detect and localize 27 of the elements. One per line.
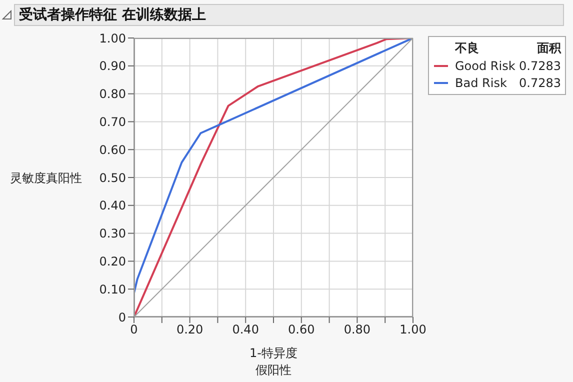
x-tick-label: 0.80 [344,322,371,337]
text: 假阳性 [254,362,292,379]
x-tick-label: 0 [130,322,138,337]
text: 0.7283 [519,76,561,90]
x-tick-label: 0.60 [288,322,315,337]
x-tick-label: 0.20 [176,322,204,337]
y-tick-label: 0.90 [99,59,126,74]
chart-title: 受试者操作特征 在训练数据上 [19,6,206,24]
x-axis-title: 1-特异度 [248,345,298,362]
y-tick-label: 0.70 [99,114,126,129]
y-axis-title: 灵敏度真阳性 [10,170,82,186]
x-tick-label: 0.40 [232,322,259,337]
text: 0.7283 [519,58,561,72]
y-tick-label: 0.10 [99,282,126,296]
y-tick-label: 0.20 [99,254,126,268]
y-tick-label: 0.50 [99,170,126,185]
y-tick-label: 0.30 [99,226,126,241]
legend-label: Bad Risk [455,76,508,90]
legend-label: Good Risk [455,58,516,72]
y-tick-label: 0 [118,310,126,324]
y-tick-label: 1.00 [99,31,126,46]
text: 面积 [537,40,561,57]
y-tick-label: 0.80 [99,87,126,102]
x-tick-label: 1.00 [400,322,426,337]
y-tick-label: 0.60 [99,142,126,157]
y-tick-label: 0.40 [99,198,126,213]
legend-title: 不良 [455,40,479,57]
